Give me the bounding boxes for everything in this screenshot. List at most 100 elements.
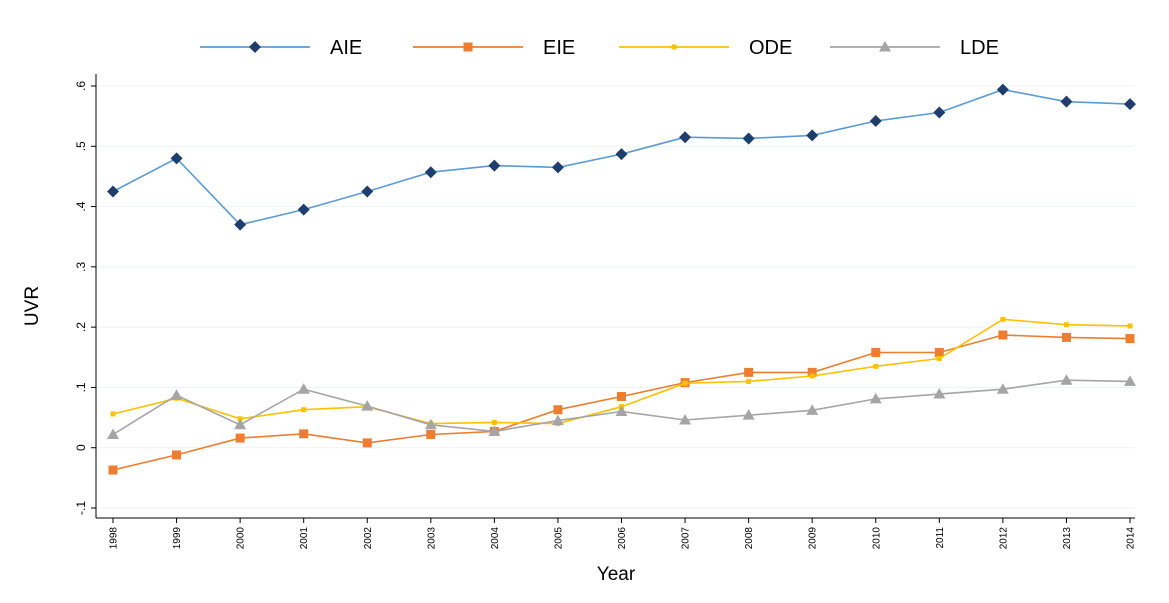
- x-axis-title: Year: [597, 564, 636, 585]
- x-tick-label: 2004: [490, 527, 501, 550]
- data-point-eie: [871, 347, 881, 357]
- data-point-eie: [172, 450, 182, 460]
- data-point-lde: [107, 428, 119, 439]
- legend-label-aie: AIE: [330, 37, 362, 59]
- x-tick-label: 2001: [299, 527, 310, 550]
- data-point-eie: [744, 367, 754, 377]
- data-point-lde: [1060, 374, 1073, 385]
- legend-marker-eie: [463, 42, 473, 52]
- x-tick-label: 2006: [617, 527, 628, 550]
- data-point-lde: [488, 425, 501, 436]
- data-point-lde: [297, 383, 310, 394]
- data-point-ode: [873, 363, 879, 369]
- y-ticks: -.1 0 .1 .2 .3 .4 .5 .6: [74, 81, 96, 515]
- data-point-aie: [1060, 95, 1073, 108]
- y-axis-title: UVR: [22, 286, 43, 326]
- data-point-lde: [234, 418, 247, 430]
- legend-label-lde: LDE: [960, 37, 999, 59]
- data-point-lde: [361, 400, 374, 411]
- data-point-aie: [933, 106, 946, 119]
- data-point-aie: [234, 218, 247, 231]
- y-tick-label: .3: [74, 262, 88, 272]
- data-point-lde: [933, 388, 946, 399]
- data-point-ode: [110, 411, 116, 417]
- x-ticks: 1998 1999 2000 2001 2002 2003 2004 2005 2006 2007…: [109, 518, 1137, 549]
- legend-marker-aie: [249, 41, 261, 53]
- x-tick-label: 2013: [1062, 527, 1073, 550]
- legend-label-ode: ODE: [749, 37, 792, 59]
- data-point-ode: [491, 419, 497, 425]
- x-tick-label: 2003: [426, 527, 437, 550]
- data-point-eie: [1061, 332, 1071, 342]
- data-point-aie: [742, 132, 755, 145]
- data-point-aie: [679, 131, 692, 144]
- y-tick-label: .4: [74, 201, 88, 211]
- data-point-ode: [682, 380, 688, 386]
- data-point-aie: [615, 148, 628, 161]
- data-point-lde: [869, 392, 882, 404]
- series-line-eie: [112, 334, 1131, 471]
- data-point-eie: [553, 405, 563, 415]
- data-point-ode: [936, 355, 942, 361]
- x-tick-label: 2008: [744, 527, 755, 550]
- data-point-aie: [170, 152, 183, 165]
- data-point-ode: [1000, 316, 1006, 322]
- data-point-eie: [362, 438, 372, 448]
- data-point-eie: [617, 391, 626, 401]
- data-point-eie: [934, 347, 944, 357]
- data-point-aie: [488, 159, 501, 172]
- data-point-aie: [424, 166, 437, 179]
- legend: AIE EIE ODE LDE: [200, 37, 999, 59]
- data-point-eie: [1125, 334, 1135, 344]
- x-tick-label: 2005: [553, 527, 564, 550]
- x-tick-label: 2000: [236, 527, 247, 550]
- axes: [95, 74, 1135, 519]
- data-point-aie: [806, 129, 819, 142]
- x-tick-label: 1998: [109, 527, 120, 550]
- data-point-lde: [1124, 375, 1136, 386]
- data-point-lde: [996, 383, 1009, 394]
- data-point-lde: [742, 409, 755, 420]
- y-tick-label: .2: [74, 322, 88, 332]
- y-tick-label: .6: [74, 81, 88, 91]
- x-tick-label: 2010: [871, 527, 882, 550]
- data-point-ode: [1063, 322, 1069, 328]
- data-point-lde: [424, 418, 437, 430]
- data-point-lde: [615, 405, 628, 417]
- y-tick-label: -.1: [74, 501, 88, 515]
- x-tick-label: 2002: [363, 527, 374, 550]
- data-point-ode: [301, 407, 307, 413]
- data-point-aie: [551, 161, 564, 174]
- x-tick-label: 1999: [172, 527, 183, 550]
- data-point-aie: [869, 114, 882, 127]
- data-point-ode: [746, 378, 752, 384]
- legend-marker-lde: [879, 41, 891, 52]
- data-point-lde: [551, 414, 564, 426]
- data-point-aie: [1124, 98, 1136, 111]
- data-point-lde: [679, 413, 692, 425]
- grid-lines: [97, 85, 1135, 509]
- y-tick-label: .5: [74, 141, 88, 151]
- data-point-lde: [170, 389, 183, 400]
- x-tick-label: 2011: [935, 527, 946, 549]
- data-point-ode: [237, 416, 243, 422]
- data-point-aie: [996, 83, 1009, 96]
- data-point-eie: [108, 465, 118, 475]
- x-tick-label: 2012: [998, 527, 1009, 550]
- x-tick-label: 2007: [681, 527, 692, 550]
- y-tick-label: 0: [74, 444, 88, 451]
- x-tick-label: 2014: [1126, 527, 1137, 550]
- data-point-eie: [998, 330, 1008, 340]
- x-tick-label: 2009: [808, 527, 819, 550]
- y-tick-label: .1: [74, 382, 88, 392]
- data-point-aie: [361, 185, 374, 198]
- data-point-ode: [809, 373, 815, 379]
- data-point-ode: [1127, 323, 1133, 329]
- legend-marker-ode: [671, 44, 677, 50]
- data-point-eie: [426, 429, 436, 439]
- legend-label-eie: EIE: [543, 37, 575, 59]
- data-point-eie: [807, 367, 817, 377]
- data-point-eie: [299, 429, 309, 439]
- data-point-lde: [806, 404, 819, 415]
